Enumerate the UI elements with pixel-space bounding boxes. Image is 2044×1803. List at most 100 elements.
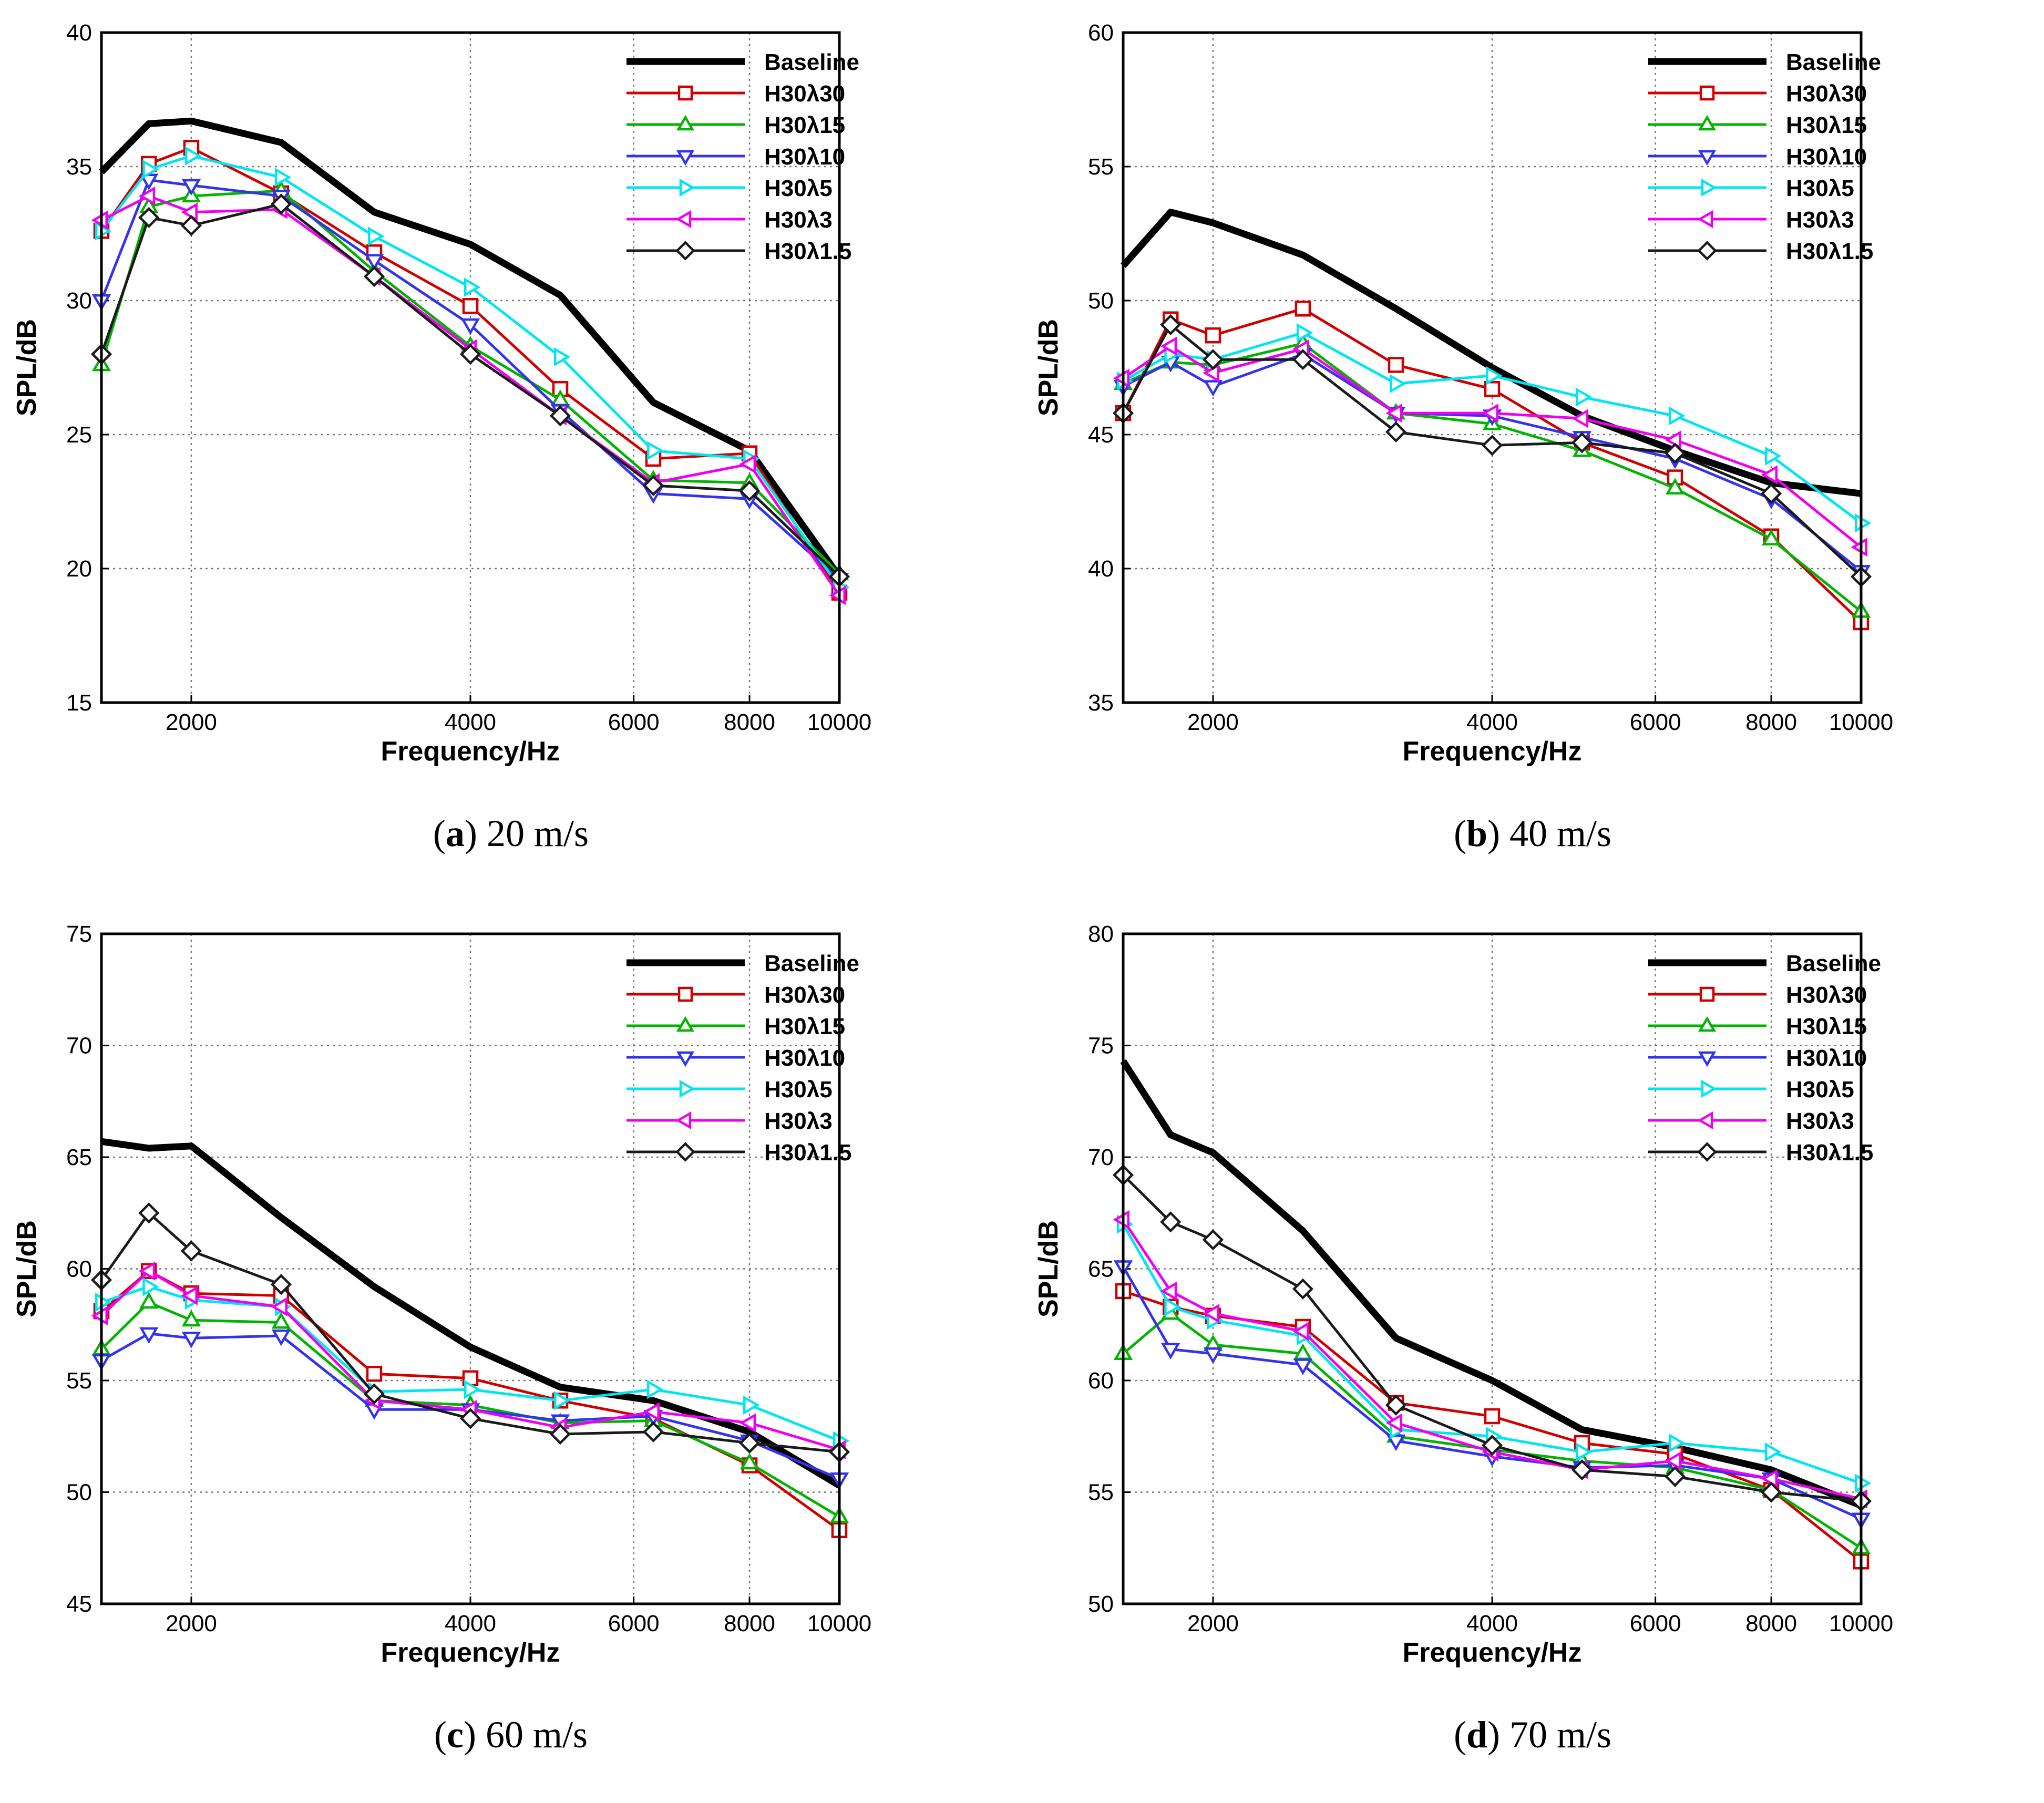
chart-c-series-line-6 [100,1211,840,1454]
chart-b-legend-label-0: Baseline [1786,49,1881,75]
chart-c-legend-marker-4 [679,1079,695,1098]
chart-b-xtick-label-1: 4000 [1466,709,1518,735]
chart-a-xlabel: Frequency/Hz [381,736,560,767]
chart-d-series-line-4 [1122,1223,1862,1485]
chart-d-ylabel: SPL/dB [1033,1220,1064,1317]
chart-b-point-5-4 [1385,403,1402,423]
chart-a-point-3-2 [181,179,201,196]
chart-c-point-4-7 [647,1379,664,1399]
chart-b-point-4-9 [1855,513,1872,533]
chart-b-point-4-7 [1669,406,1686,426]
chart-c-xtick-label-2: 6000 [608,1611,660,1636]
chart-b-point-2-7 [1665,478,1685,494]
chart-d-xtick-label-4: 10000 [1829,1611,1893,1636]
chart-c-xtick-label-4: 10000 [807,1611,871,1636]
chart-b-legend-label-6: H30λ1.5 [1786,239,1873,264]
chart-d-point-3-3 [1293,1358,1313,1375]
chart-c-ytick-label-0: 45 [66,1591,92,1617]
chart-c-series-line-3 [100,1332,840,1480]
chart-c-xlabel: Frequency/Hz [381,1637,560,1668]
chart-d-point-5-3 [1292,1322,1309,1341]
chart-b-point-5-6 [1571,409,1588,428]
chart-d-point-1-5 [1484,1408,1501,1425]
chart-a-xtick-label-3: 8000 [724,709,775,735]
chart-c-point-2-8 [739,1452,759,1470]
chart-a-point-6-6 [549,405,571,427]
chart-c-legend-marker-6 [675,1142,695,1162]
chart-c-legend-marker-1 [677,986,693,1002]
chart-d-legend-marker-4 [1701,1079,1717,1098]
chart-a-point-5-8 [739,454,756,474]
chart-a-series-line-2 [100,189,840,575]
chart-b-point-4-8 [1765,446,1782,466]
chart-b-legend-label-4: H30λ5 [1786,176,1854,201]
chart-d-point-6-5 [1481,1435,1503,1456]
chart-c-legend-label-4: H30λ5 [764,1077,833,1103]
chart-c-point-6-5 [459,1408,481,1429]
caption-a: (a) 20 m/s [433,812,589,854]
chart-b-point-5-5 [1482,403,1498,423]
chart-a-ytick-label-0: 15 [66,690,92,716]
chart-panel-b: 35 40 45 50 55 60 2000 4000 6000 8000 10000 Frequen… [1022,0,2043,901]
chart-a-point-5-1 [138,186,156,206]
chart-b-series-line-6 [1122,323,1862,578]
chart-d-legend-label-2: H30λ15 [1786,1014,1867,1039]
chart-d-ytick-label-1: 55 [1088,1480,1114,1506]
chart-a-series-line-6 [100,202,840,578]
chart-b-series-line-0 [1121,209,1862,497]
chart-a-legend-marker-1 [677,85,693,101]
chart-a-point-1-5 [462,297,479,314]
chart-b-point-1-4 [1388,357,1404,373]
chart-a-frame [100,31,841,704]
chart-d-series-line-3 [1122,1266,1862,1520]
chart-b-point-4-5 [1486,366,1503,386]
chart-a-legend-marker-6 [675,241,695,261]
chart-b-legend-label-3: H30λ10 [1786,144,1867,170]
chart-c-point-3-2 [181,1332,201,1348]
chart-b-point-5-7 [1665,430,1682,450]
chart-c-point-5-8 [739,1413,756,1433]
caption-b-letter: b [1466,812,1487,854]
chart-c-point-4-0 [95,1293,112,1312]
chart-a-legend-marker-4 [679,178,695,197]
chart-a-point-3-5 [460,318,480,335]
chart-d-series-line-2 [1122,1312,1862,1549]
chart-a-legend-label-6: H30λ1.5 [764,239,851,264]
chart-c-point-5-7 [643,1402,660,1421]
chart-d-legend-marker-5 [1697,1111,1713,1130]
chart-b-point-6-4 [1385,421,1407,442]
chart-d-point-4-9 [1855,1474,1872,1493]
chart-a-legend-label-5: H30λ3 [764,207,833,233]
chart-b-legend-marker-1 [1699,85,1715,101]
chart-panel-a: 15 20 25 30 35 40 2000 4000 6000 8000 10000 Frequen… [0,0,1022,901]
chart-c-series-line-0 [101,1138,841,1489]
chart-a-point-4-4 [367,226,385,246]
chart-c-legend-label-3: H30λ10 [764,1045,845,1071]
chart-b-ytick-label-2: 45 [1088,422,1114,448]
chart-c-legend-label-0: Baseline [764,951,859,976]
chart-b-legend-marker-5 [1697,210,1713,229]
chart-b-point-6-2 [1202,349,1224,370]
chart-b-ytick-label-3: 50 [1088,288,1114,314]
chart-d-legend-label-3: H30λ10 [1786,1045,1867,1071]
chart-b-point-6-1 [1160,314,1182,335]
chart-b-xtick-label-3: 8000 [1745,709,1797,735]
chart-d-point-6-7 [1664,1466,1686,1487]
chart-d-point-5-0 [1113,1210,1129,1230]
chart-a-point-3-4 [364,254,384,271]
chart-a-legend-marker-3 [676,150,695,166]
chart-a-point-4-3 [274,168,292,187]
chart-a-point-4-6 [553,347,571,367]
chart-d-series-line-6 [1122,1174,1862,1502]
chart-d-frame [1122,932,1863,1605]
chart-a-point-4-0 [95,221,112,241]
chart-a-svg: 15 20 25 30 35 40 2000 4000 6000 8000 10000 Frequen… [12,20,871,767]
chart-c-ytick-label-2: 55 [66,1368,92,1394]
chart-d-xtick-label-2: 6000 [1630,1611,1681,1636]
chart-a-ytick-label-3: 30 [66,288,92,314]
chart-a-xtick-label-1: 4000 [445,709,496,735]
chart-a-ytick-label-2: 25 [66,422,92,448]
chart-b-point-6-8 [1760,483,1782,504]
chart-d-xtick-label-0: 2000 [1187,1611,1239,1636]
chart-b-point-4-3 [1296,323,1313,343]
